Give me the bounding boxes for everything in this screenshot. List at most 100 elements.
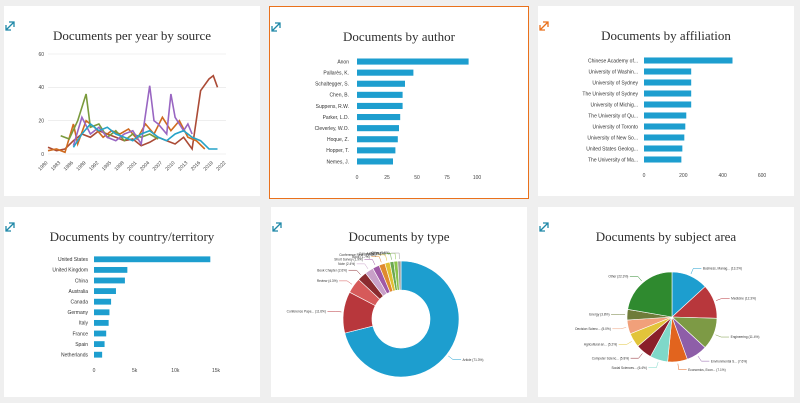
bar: [644, 145, 683, 152]
bar: [94, 298, 112, 305]
bar: [357, 147, 396, 154]
x-tick-label: 1992: [88, 160, 100, 172]
leader-line: [690, 268, 702, 275]
bar-label: Schaltegger, S.: [315, 82, 349, 88]
leader-line: [618, 341, 632, 345]
x-tick-label: 2019: [203, 160, 215, 172]
slice-label: Other (0.9%): [371, 251, 389, 255]
expand-icon[interactable]: [4, 221, 16, 233]
x-tick-label: 25: [384, 175, 390, 181]
slice-label: Decision Scienc... (5.0%): [575, 327, 611, 331]
x-tick-label: 100: [473, 175, 482, 181]
slice-label: Other (22.3%): [608, 275, 628, 279]
bar-label: Canada: [70, 300, 88, 306]
x-tick-label: 2004: [139, 160, 151, 172]
leader-line: [348, 269, 361, 275]
expand-icon[interactable]: [270, 21, 282, 33]
slice-label: Agricultural an... (5.2%): [584, 343, 617, 347]
bar-label: University of Toronto: [593, 124, 639, 130]
slice-label: Energy (3.8%): [589, 312, 609, 316]
bar-label: Suppens, R.W.: [316, 104, 349, 110]
bar-label: Netherlands: [61, 353, 88, 359]
bar: [94, 266, 128, 273]
bar: [357, 91, 403, 98]
bar-label: Hoque, Z.: [327, 137, 349, 143]
leader-line: [629, 276, 642, 282]
slice-label: Book (1.7%): [352, 255, 370, 259]
x-tick-label: 200: [679, 173, 688, 179]
bar-label: University of Michig...: [590, 102, 638, 108]
bar: [94, 330, 107, 337]
bar-label: University of Washin...: [588, 69, 638, 75]
bar-label: The University of Sydney: [582, 91, 638, 97]
leader-line: [715, 298, 730, 301]
bar: [644, 112, 687, 119]
leader-line: [371, 256, 382, 263]
bar-chart-country: United States United Kingdom China Australi…: [52, 256, 221, 374]
chart-title: Documents by type: [348, 229, 450, 244]
card-documents-by-type: Documents by type Article (71.3%) Confere…: [271, 207, 527, 397]
bar: [357, 58, 469, 65]
slice-label: Review (4.3%): [317, 279, 338, 283]
slice-label: Business, Manag... (13.2%): [703, 267, 742, 271]
donut-chart-type: Article (71.3%) Conference Pape... (11.6%…: [287, 251, 483, 378]
slice-label: Short Survey (1.9%): [334, 258, 363, 262]
leader-line: [364, 259, 376, 266]
y-tick-label: 60: [38, 52, 44, 58]
bar-label: United States: [58, 257, 89, 263]
x-tick-label: 75: [444, 175, 450, 181]
bar-label: University of Sydney: [592, 80, 638, 86]
bar: [94, 319, 109, 326]
bar-chart-affiliation: Chinese Academy of... University of Washi…: [582, 57, 766, 179]
bar-label: Hopper, T.: [326, 148, 349, 154]
bar: [357, 69, 414, 76]
bar-chart-author: Anon Pallarès, K. Schaltegger, S. Chen, B. S…: [315, 58, 482, 181]
expand-icon[interactable]: [538, 20, 550, 32]
slice-label: Computer Scienc... (5.8%): [592, 356, 629, 360]
expand-icon[interactable]: [538, 221, 550, 233]
bar-label: University of New So...: [587, 135, 638, 141]
bar: [357, 158, 393, 165]
leader-line: [448, 355, 462, 360]
bar: [94, 341, 105, 348]
card-documents-by-author[interactable]: Documents by author Anon Pallarès, K. Scha…: [269, 6, 529, 199]
bar-label: China: [75, 278, 88, 284]
x-tick-label: 0: [356, 175, 359, 181]
bar-label: Australia: [69, 289, 89, 295]
bar: [644, 79, 692, 86]
bar: [644, 68, 692, 75]
bar: [357, 113, 401, 121]
bar: [644, 90, 692, 97]
bar-label: Anon: [337, 59, 349, 65]
bar-label: Italy: [79, 321, 89, 327]
leader-line: [715, 334, 730, 338]
series-line: [72, 122, 218, 150]
card-documents-by-country: Documents by country/territory United St…: [4, 207, 260, 397]
bar: [644, 57, 733, 64]
pie-slice: [397, 260, 402, 291]
bar: [357, 80, 405, 87]
expand-icon[interactable]: [271, 221, 283, 233]
card-documents-by-subject: Documents by subject area Business, Mana…: [538, 207, 794, 397]
bar: [94, 256, 211, 263]
x-tick-label: 1986: [63, 160, 75, 172]
slice-label: Book Chapter (2.6%): [317, 268, 347, 272]
bar-label: Parker, L.D.: [323, 115, 349, 121]
slice-label: Letter (1.1%): [367, 251, 385, 255]
bar: [357, 125, 399, 132]
x-tick-label: 0: [643, 173, 646, 179]
bar: [94, 351, 103, 358]
leader-line: [612, 327, 627, 330]
y-tick-label: 20: [38, 118, 44, 124]
expand-icon[interactable]: [4, 20, 16, 32]
leader-line: [648, 361, 659, 368]
leader-line: [391, 252, 400, 260]
pie-chart-subject: Business, Manag... (13.2%) Medicine (12.3…: [575, 267, 759, 372]
x-tick-label: 1998: [114, 160, 126, 172]
bar-label: The University of Qu...: [588, 113, 638, 119]
x-tick-label: 400: [718, 173, 727, 179]
series-line: [72, 85, 193, 147]
x-tick-label: 1983: [50, 160, 62, 172]
bar-label: United Kingdom: [52, 268, 88, 274]
